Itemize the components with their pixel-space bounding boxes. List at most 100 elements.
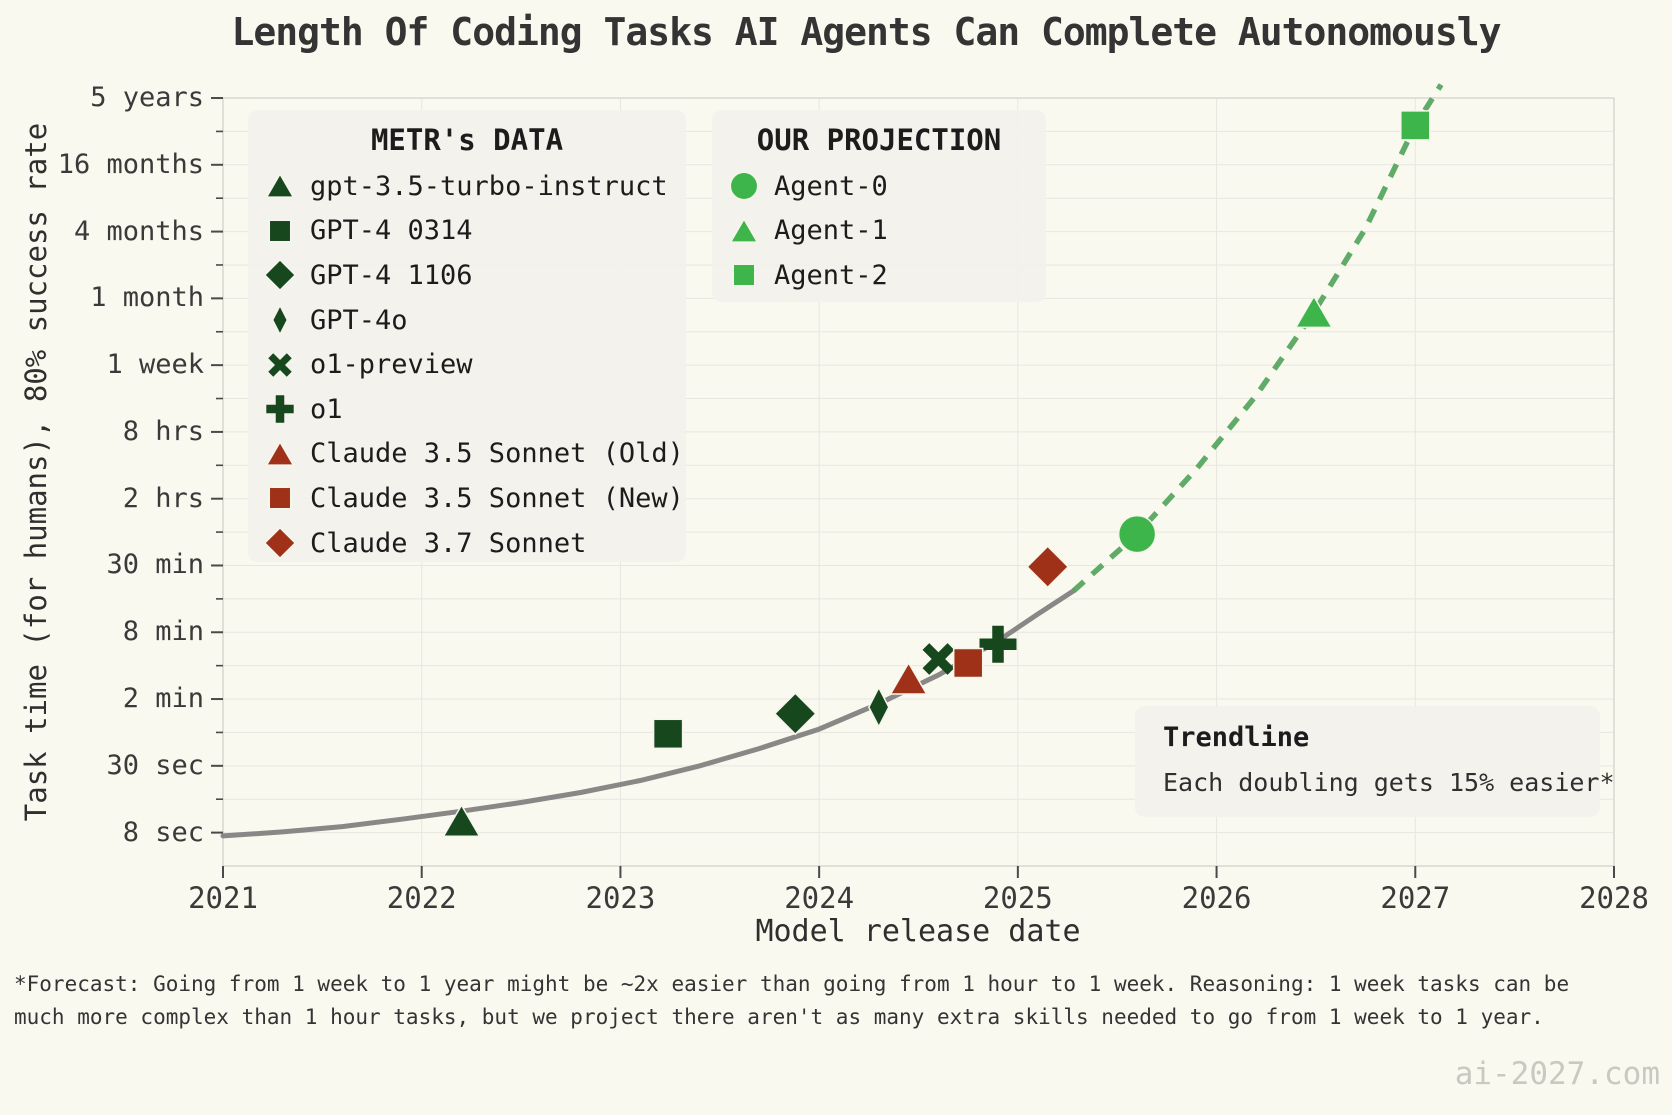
square-marker-icon xyxy=(268,486,292,510)
y-tick-label: 8 hrs xyxy=(122,415,204,447)
x-tick-label: 2024 xyxy=(784,881,855,915)
x-tick-label: 2028 xyxy=(1579,881,1649,915)
watermark-ai-2027: ai-2027.com xyxy=(1454,1056,1660,1092)
triangle-marker-icon xyxy=(265,172,295,199)
trendline-annotation-box: Trendline Each doubling gets 15% easier* xyxy=(1135,706,1615,817)
legend-item-label: Agent-1 xyxy=(774,215,888,247)
legend-item-label: Claude 3.5 Sonnet (Old) xyxy=(310,438,684,470)
legend-item-label: Claude 3.7 Sonnet xyxy=(310,527,587,559)
data-point-agent-1 xyxy=(1294,294,1334,329)
legend-metr-title: METR's DATA xyxy=(370,123,564,157)
data-point-gpt-4-1106 xyxy=(773,692,817,736)
y-tick-label: 5 years xyxy=(90,82,204,114)
y-tick-label: 16 months xyxy=(57,148,204,180)
legend-item-label: GPT-4o xyxy=(310,304,408,336)
data-point-gpt-4o xyxy=(867,685,890,729)
y-tick-label: 2 min xyxy=(122,683,204,715)
legend-item-claude-3-5-sonnet-old: Claude 3.5 Sonnet (Old) xyxy=(248,432,686,477)
x-tick-label: 2021 xyxy=(188,881,258,915)
data-point-gpt-4-1106-marker xyxy=(773,692,817,736)
triangle-marker-icon xyxy=(265,440,295,466)
plus-marker-icon xyxy=(266,395,294,423)
data-point-o1-marker xyxy=(979,625,1017,663)
y-tick-label: 30 sec xyxy=(106,749,204,781)
x-tick-label: 2026 xyxy=(1181,881,1252,915)
legend-item-o1-preview: o1-preview xyxy=(248,342,686,387)
square-marker-icon xyxy=(268,486,292,510)
x-tick-label: 2025 xyxy=(982,881,1053,915)
legend-item-label: Agent-0 xyxy=(774,170,888,202)
legend-item-label: Agent-2 xyxy=(774,259,888,291)
x-tick-label: 2022 xyxy=(386,881,457,915)
legend-item-label: o1 xyxy=(310,393,343,425)
x-tick-label: 2023 xyxy=(585,881,656,915)
data-point-o1 xyxy=(979,625,1017,663)
triangle-marker-icon xyxy=(729,217,759,243)
legend-metr-data: METR's DATA gpt-3.5-turbo-instruct GPT-4 … xyxy=(248,110,686,562)
legend-item-label: Claude 3.5 Sonnet (New) xyxy=(310,482,684,514)
legend-item-gpt-3-5-turbo-instruct: gpt-3.5-turbo-instruct xyxy=(248,164,686,209)
data-point-gpt-4o-marker xyxy=(867,685,890,729)
data-point-claude-3-7-sonnet-marker xyxy=(1026,545,1070,589)
x-axis-title: Model release date xyxy=(755,914,1081,949)
diamond-marker-icon xyxy=(263,259,297,292)
legend-item-label: GPT-4 0314 xyxy=(310,215,473,247)
legend-item-gpt-4o: GPT-4o xyxy=(248,298,686,343)
chart-title: Length Of Coding Tasks AI Agents Can Com… xyxy=(231,10,1502,54)
legend-item-gpt-4-0314: GPT-4 0314 xyxy=(248,209,686,254)
data-point-o1-preview xyxy=(922,643,955,675)
data-point-agent-1-marker xyxy=(1294,294,1334,329)
y-tick-label: 2 hrs xyxy=(122,482,204,514)
legend-item-o1: o1 xyxy=(248,387,686,432)
square-marker-icon xyxy=(268,219,292,243)
square-marker-icon xyxy=(732,264,756,287)
trendline-annotation-text: Each doubling gets 15% easier* xyxy=(1163,768,1615,797)
triangle-marker-icon xyxy=(265,172,295,199)
footnote-line-2: much more complex than 1 hour tasks, but… xyxy=(14,1005,1544,1029)
legend-projection-title: OUR PROJECTION xyxy=(756,123,1002,157)
trendline-dashed-projection xyxy=(1071,83,1444,593)
data-point-claude-3-5-sonnet-old xyxy=(889,661,928,695)
data-point-claude-3-5-sonnet-old-marker xyxy=(889,661,928,695)
legend-item-claude-3-7-sonnet: Claude 3.7 Sonnet xyxy=(248,521,686,566)
data-point-agent-2 xyxy=(1400,110,1431,141)
diamond-marker-icon xyxy=(263,526,297,560)
plus-marker-icon xyxy=(266,395,294,423)
data-point-agent-0 xyxy=(1117,514,1157,554)
legend-item-agent-0: Agent-0 xyxy=(712,164,1046,209)
data-point-agent-2-marker xyxy=(1400,110,1431,141)
y-tick-label: 8 sec xyxy=(122,816,204,848)
x-marker-icon xyxy=(268,352,292,377)
data-point-o1-preview-marker xyxy=(922,643,955,675)
thin-diamond-marker-icon xyxy=(271,304,289,337)
footnote-line-1: *Forecast: Going from 1 week to 1 year m… xyxy=(14,972,1570,996)
circle-marker-icon xyxy=(729,171,759,201)
y-axis-title: Task time (for humans), 80% success rate xyxy=(19,122,53,822)
data-point-gpt-3-5-turbo-instruct xyxy=(442,803,481,837)
data-point-claude-3-5-sonnet-new xyxy=(952,647,984,679)
legend-item-agent-2: Agent-2 xyxy=(712,253,1046,298)
y-tick-label: 1 month xyxy=(90,282,204,314)
square-marker-icon xyxy=(732,264,756,287)
legend-item-agent-1: Agent-1 xyxy=(712,209,1046,254)
x-marker-icon xyxy=(268,352,292,377)
legend-item-label: gpt-3.5-turbo-instruct xyxy=(310,170,668,202)
data-point-claude-3-7-sonnet xyxy=(1026,545,1070,589)
square-marker-icon xyxy=(268,219,292,243)
y-tick-label: 8 min xyxy=(122,616,204,648)
data-point-gpt-4-0314 xyxy=(652,718,684,750)
legend-item-label: GPT-4 1106 xyxy=(310,259,473,291)
triangle-marker-icon xyxy=(729,217,759,243)
triangle-marker-icon xyxy=(265,440,295,466)
legend-item-claude-3-5-sonnet-new: Claude 3.5 Sonnet (New) xyxy=(248,476,686,521)
diamond-marker-icon xyxy=(263,526,297,560)
y-tick-label: 1 week xyxy=(106,349,204,381)
data-point-agent-0-marker xyxy=(1117,514,1157,554)
legend-our-projection: OUR PROJECTION Agent-0 Agent-1 Agent-2 xyxy=(712,110,1046,302)
legend-item-label: o1-preview xyxy=(310,349,473,381)
y-tick-label: 4 months xyxy=(73,215,204,247)
data-point-gpt-3-5-turbo-instruct-marker xyxy=(442,803,481,837)
diamond-marker-icon xyxy=(263,259,297,292)
x-tick-label: 2027 xyxy=(1380,881,1451,915)
